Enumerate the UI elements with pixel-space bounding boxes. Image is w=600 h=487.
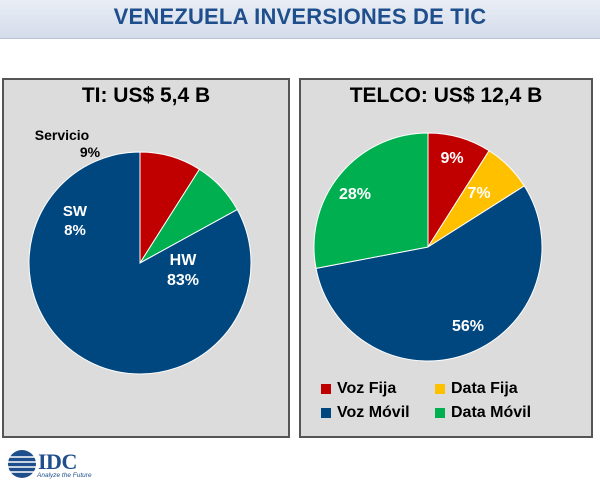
label-servicio-value: 9% [80, 144, 101, 160]
legend-swatch-data-fija [435, 384, 445, 394]
ti-chart-panel: TI: US$ 5,4 B Servicio 9% SW 8% HW 83% [2, 78, 290, 438]
label-data-fija-value: 7% [467, 185, 490, 202]
legend-label-voz-fija: Voz Fija [337, 380, 397, 397]
label-voz-movil-value: 56% [452, 318, 484, 335]
pie-slice-hw [28, 151, 252, 375]
legend-label-data-fija: Data Fija [451, 380, 518, 397]
legend-item-data-fija: Data Fija [435, 380, 518, 398]
legend-label-data-movil: Data Móvil [451, 404, 532, 421]
idc-tagline: Analyze the Future [37, 472, 92, 479]
ti-chart-title: TI: US$ 5,4 B [81, 84, 211, 107]
legend-item-data-movil: Data Móvil [435, 404, 531, 422]
label-voz-fija-value: 9% [440, 150, 463, 167]
label-data-movil-value: 28% [339, 186, 371, 203]
label-sw-value: 8% [64, 222, 86, 239]
label-hw-value: 83% [167, 272, 199, 289]
label-servicio-name: Servicio [35, 127, 89, 143]
telco-chart-panel: TELCO: US$ 12,4 B 9% 7% 56% 28% Voz Fija Da… [299, 78, 593, 438]
idc-logo-text: IDC [38, 449, 77, 474]
legend-swatch-voz-fija [321, 384, 331, 394]
legend-item-voz-movil: Voz Móvil [321, 404, 410, 422]
page-title: VENEZUELA INVERSIONES DE TIC [113, 4, 487, 29]
title-band [0, 0, 600, 39]
label-hw-name: HW [170, 252, 198, 269]
pie-slice-data-movil [313, 132, 429, 269]
telco-chart-title: TELCO: US$ 12,4 B [349, 84, 543, 107]
pie-slice-voz-movil [315, 185, 543, 362]
legend-swatch-voz-movil [321, 408, 331, 418]
legend-swatch-data-movil [435, 408, 445, 418]
idc-globe-icon [8, 450, 36, 478]
label-sw-name: SW [63, 203, 88, 220]
legend-item-voz-fija: Voz Fija [321, 380, 396, 398]
legend-label-voz-movil: Voz Móvil [337, 404, 410, 421]
telco-pie-chart: 9% 7% 56% 28% [313, 132, 543, 362]
